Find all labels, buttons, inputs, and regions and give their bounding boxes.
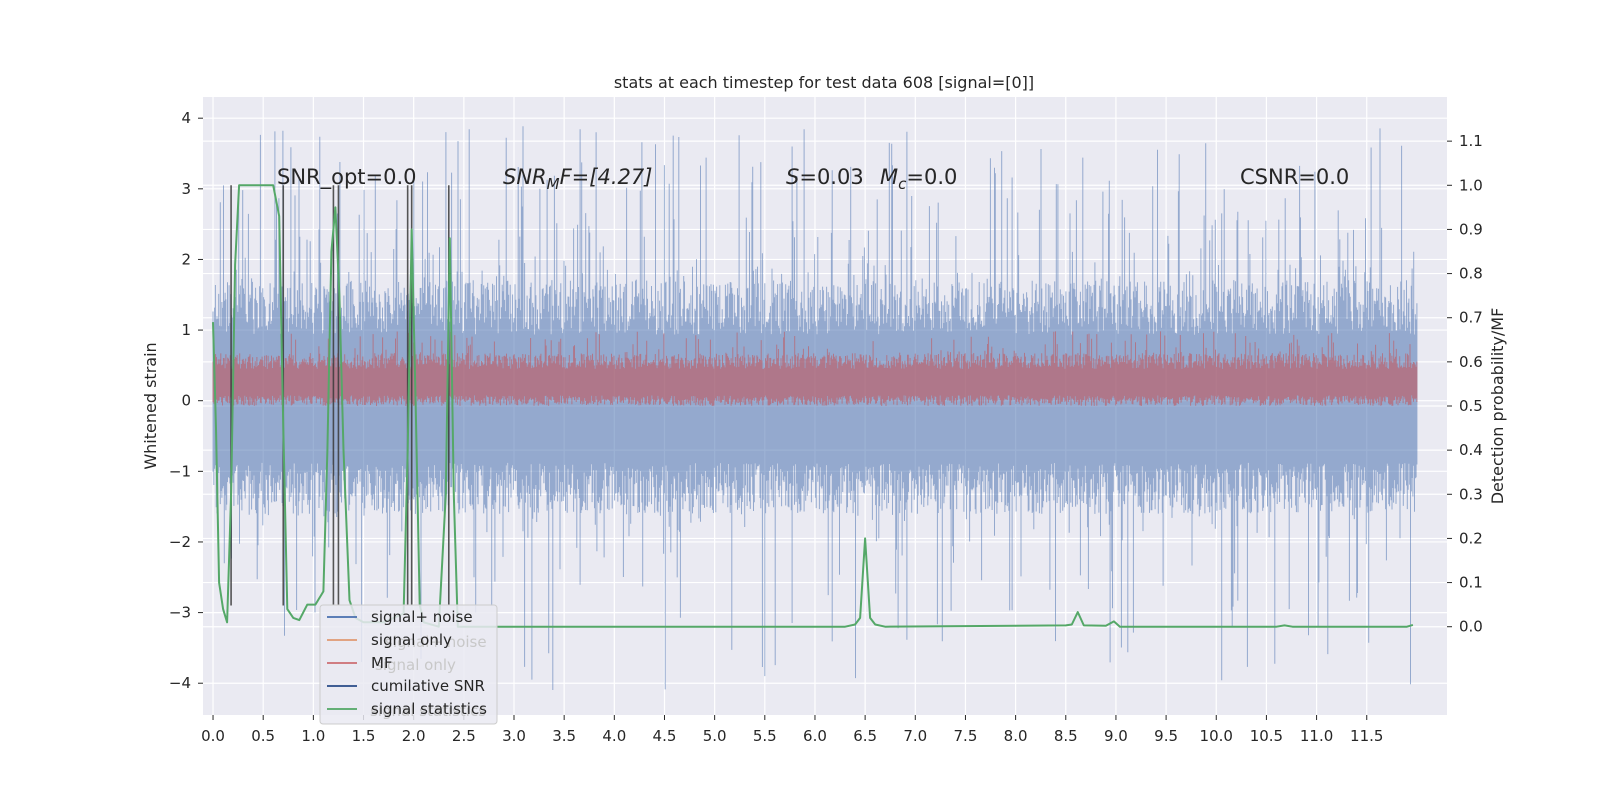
y-tick-label: −3	[169, 604, 191, 622]
x-tick-label: 2.5	[452, 727, 476, 745]
x-tick-label: 1.0	[301, 727, 325, 745]
y-axis-ticks: 4 3 2 1 0 −1 −2 −3 −4	[169, 109, 203, 692]
x-axis-ticks: 0.0 0.5 1.0 1.5 2.0 2.5 3.0 3.5 4.0 4.5 5.0 5.5 6.0 6…	[201, 715, 1383, 745]
y-right-tick-label: 0.6	[1459, 353, 1483, 371]
legend-label: signal statistics	[371, 700, 487, 718]
x-tick-label: 10.0	[1200, 727, 1233, 745]
y-right-tick-label: 0.7	[1459, 309, 1483, 327]
x-tick-label: 3.0	[502, 727, 526, 745]
legend-ghost-signal-only: signal only	[375, 656, 456, 674]
x-tick-label: 0.5	[251, 727, 275, 745]
y-tick-label: 3	[181, 180, 191, 198]
s-annotation: S=0.03	[786, 165, 864, 189]
x-tick-label: 3.5	[552, 727, 576, 745]
y-tick-label: 2	[181, 250, 191, 268]
x-tick-label: 1.5	[352, 727, 376, 745]
snr-mf-main: SNR	[503, 165, 547, 189]
y-tick-label: 4	[181, 109, 191, 127]
legend: signal+ noise signal only signal statist…	[319, 604, 498, 725]
legend-label: signal only	[371, 631, 452, 649]
legend-label: signal+ noise	[371, 608, 473, 626]
x-tick-label: 9.5	[1154, 727, 1178, 745]
csnr-annotation: CSNR=0.0	[1240, 165, 1349, 189]
x-tick-label: 8.0	[1004, 727, 1028, 745]
x-tick-label: 11.0	[1300, 727, 1333, 745]
s-main: S	[786, 165, 799, 189]
mc-main: M	[880, 165, 898, 189]
legend-ghost-signal-statistics: signal statistics	[370, 702, 486, 720]
snr-mf-annotation: SNRMF=[4.27]	[503, 165, 652, 193]
y-right-tick-label: 0.9	[1459, 220, 1483, 238]
snr-opt-annotation: SNR_opt=0.0	[277, 165, 417, 190]
y-tick-label: 0	[181, 392, 191, 410]
y-right-axis-label: Detection probability/MF	[1488, 308, 1507, 505]
y-tick-label: −2	[169, 533, 191, 551]
y-right-tick-label: 1.1	[1459, 132, 1483, 150]
series-signal-statistics	[212, 184, 1414, 628]
y-axis-label: Whitened strain	[141, 342, 160, 469]
y-right-tick-label: 0.2	[1459, 529, 1483, 547]
s-rest: =0.03	[799, 165, 863, 189]
x-tick-label: 4.5	[653, 727, 677, 745]
legend-label: MF	[371, 654, 393, 672]
data-layer	[212, 126, 1418, 690]
chart-title: stats at each timestep for test data 608…	[614, 73, 1034, 92]
y-right-tick-label: 0.8	[1459, 265, 1483, 283]
x-tick-label: 6.5	[853, 727, 877, 745]
mc-annotation: Mc=0.0	[880, 165, 957, 193]
x-tick-label: 9.0	[1104, 727, 1128, 745]
x-tick-label: 5.0	[703, 727, 727, 745]
x-tick-label: 6.0	[803, 727, 827, 745]
x-tick-label: 0.0	[201, 727, 225, 745]
y-tick-label: 1	[181, 321, 191, 339]
x-tick-label: 7.0	[903, 727, 927, 745]
y-right-axis-ticks: 1.1 1.0 0.9 0.8 0.7 0.6 0.5 0.4 0.3 0.2 0.1 0.0	[1447, 132, 1483, 636]
legend-ghost-signal-noise: signal+ noise	[385, 633, 487, 651]
y-tick-label: −4	[169, 674, 191, 692]
snr-mf-rest: F=[4.27]	[560, 165, 653, 189]
y-tick-label: −1	[169, 462, 191, 480]
legend-box	[319, 604, 498, 725]
y-right-tick-label: 0.4	[1459, 441, 1483, 459]
mc-rest: =0.0	[906, 165, 957, 189]
x-tick-label: 4.0	[602, 727, 626, 745]
x-tick-label: 7.5	[954, 727, 978, 745]
y-right-tick-label: 0.3	[1459, 485, 1483, 503]
x-tick-label: 5.5	[753, 727, 777, 745]
series-mf	[212, 331, 1418, 406]
y-right-tick-label: 0.1	[1459, 574, 1483, 592]
y-right-tick-label: 0.5	[1459, 397, 1483, 415]
x-tick-label: 10.5	[1250, 727, 1283, 745]
x-tick-label: 2.0	[402, 727, 426, 745]
x-tick-label: 11.5	[1350, 727, 1383, 745]
mc-sub: c	[898, 175, 907, 193]
snr-mf-sub: M	[547, 175, 560, 193]
x-tick-label: 8.5	[1054, 727, 1078, 745]
y-right-tick-label: 1.0	[1459, 176, 1483, 194]
y-right-tick-label: 0.0	[1459, 618, 1483, 636]
legend-label: cumilative SNR	[371, 677, 485, 695]
